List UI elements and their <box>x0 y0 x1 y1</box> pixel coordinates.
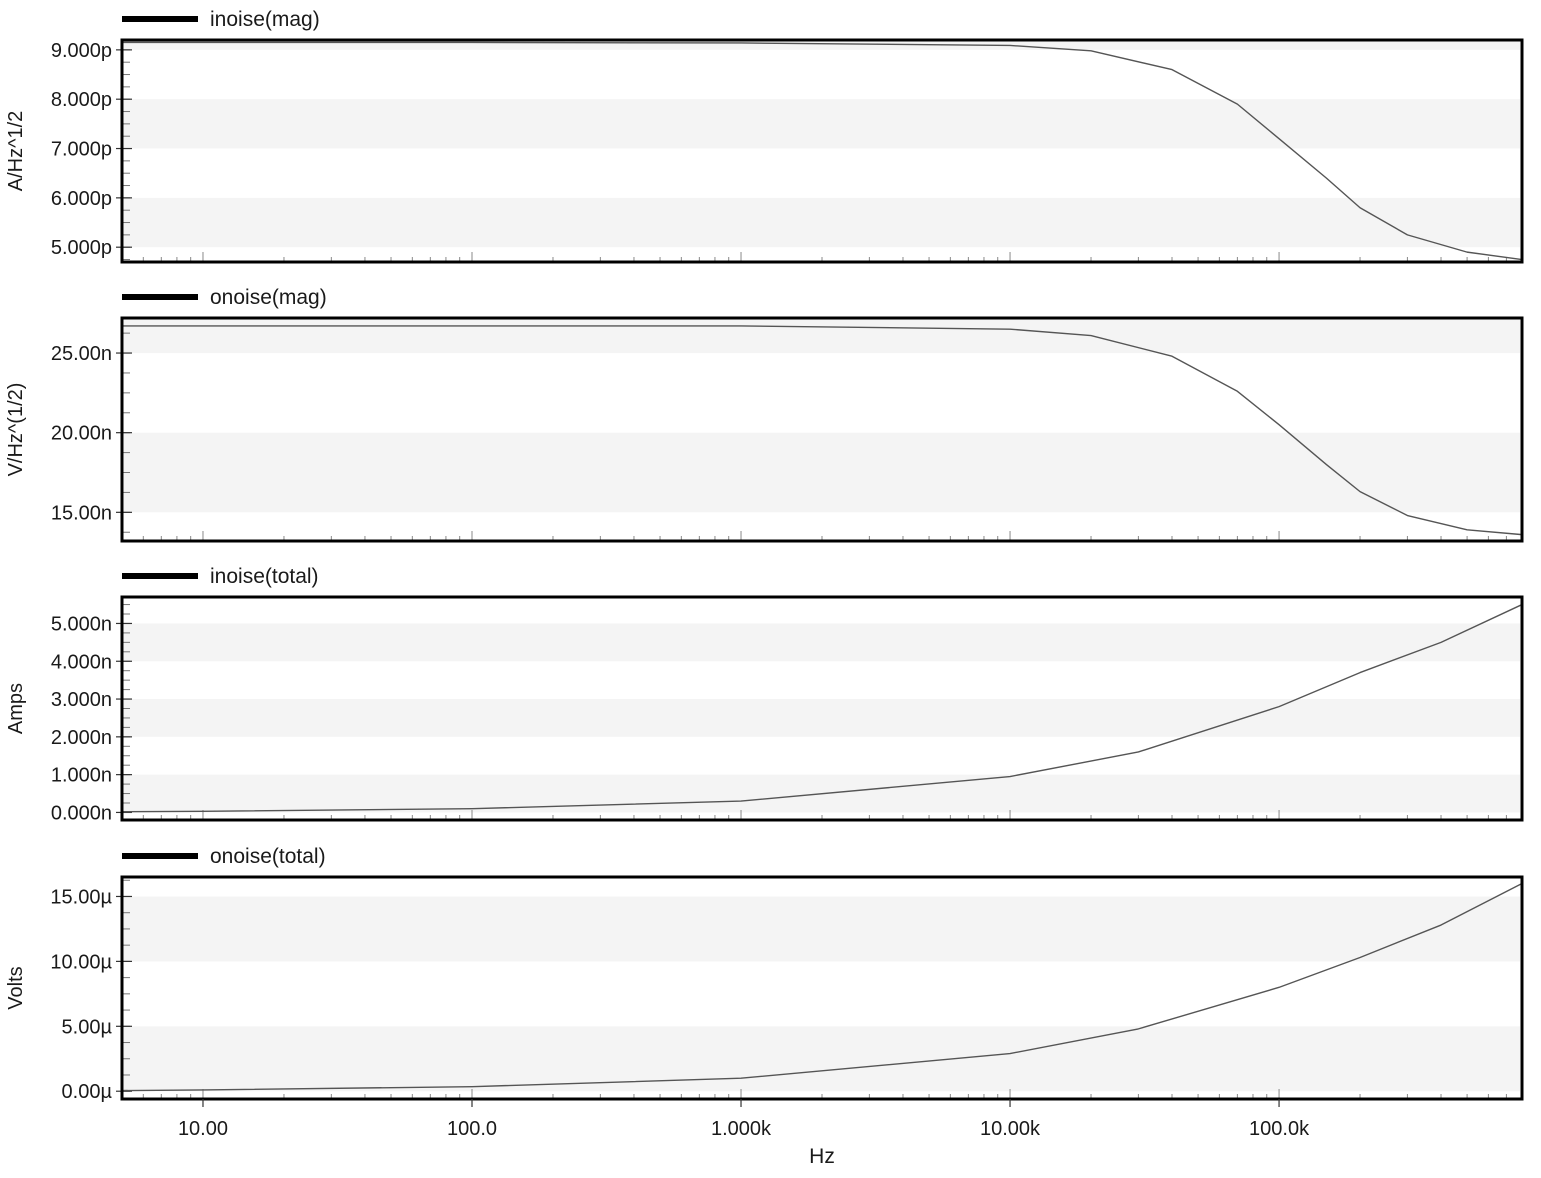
series-line <box>121 882 1523 1092</box>
x-tick-label: 100.0k <box>1249 1118 1310 1140</box>
grid-band <box>124 1026 1520 1092</box>
y-tick-label: 5.000n <box>51 613 112 635</box>
legend-label: onoise(mag) <box>210 286 327 309</box>
y-axis-label: Volts <box>5 966 27 1009</box>
series-line <box>122 41 1523 261</box>
y-tick-label: 5.000p <box>51 237 112 259</box>
y-tick-label: 6.000p <box>51 188 112 210</box>
x-tick-label: 100.0 <box>447 1118 497 1140</box>
y-tick-label: 20.00n <box>51 423 112 445</box>
y-tick-label: 4.000n <box>51 651 112 673</box>
y-tick-label: 15.00µ <box>50 886 112 908</box>
grid-band <box>124 623 1520 662</box>
y-axis-label: A/Hz^1/2 <box>5 111 27 192</box>
grid-band <box>124 896 1520 962</box>
grid-band <box>124 432 1520 513</box>
plot-frame <box>120 875 1524 1101</box>
y-tick-label: 9.000p <box>51 40 112 62</box>
legend-label: onoise(total) <box>210 845 326 868</box>
plot-frame <box>120 316 1524 543</box>
x-tick-label: 10.00k <box>980 1118 1041 1140</box>
legend-label: inoise(total) <box>210 565 319 588</box>
y-axis-label: V/Hz^(1/2) <box>5 383 27 477</box>
plot-panel-3: 5.000n 4.000n 3.000n 2.000n 1.000n 0.000n inoi… <box>5 565 1524 824</box>
y-tick-label: 8.000p <box>51 89 112 111</box>
x-tick-label: 10.00 <box>178 1118 228 1140</box>
y-tick-label: 7.000p <box>51 139 112 161</box>
y-tick-label: 3.000n <box>51 689 112 711</box>
plot-frame <box>120 595 1524 822</box>
plot-panel-4: 15.00µ 10.00µ 5.00µ 0.00µ onoise(total) Volts… <box>5 845 1524 1168</box>
y-tick-label: 0.00µ <box>62 1081 113 1103</box>
y-tick-label: 25.00n <box>51 343 112 365</box>
y-tick-label: 1.000n <box>51 765 112 787</box>
grid-band <box>124 699 1520 737</box>
plot-frame <box>120 38 1524 264</box>
grid-band <box>124 40 1520 50</box>
legend-label: inoise(mag) <box>210 8 320 31</box>
y-axis-label: Amps <box>5 683 27 734</box>
series-line <box>122 325 1523 536</box>
y-tick-label: 15.00n <box>51 502 112 524</box>
series-line <box>121 603 1523 813</box>
y-tick-label: 0.000n <box>51 802 112 824</box>
plot-panel-1: 9.000p 8.000p 7.000p 6.000p 5.000p inoise(mag… <box>5 8 1524 264</box>
y-tick-label: 5.00µ <box>62 1016 113 1038</box>
y-tick-label: 2.000n <box>51 727 112 749</box>
x-axis-label: Hz <box>809 1145 835 1168</box>
plot-panel-2: 25.00n 20.00n 15.00n onoise(mag) V/Hz^(1/2) <box>5 286 1524 543</box>
x-tick-label: 1.000k <box>711 1118 772 1140</box>
y-tick-label: 10.00µ <box>50 951 112 973</box>
grid-band <box>124 318 1520 354</box>
grid-band <box>124 197 1520 248</box>
grid-band <box>124 99 1520 149</box>
